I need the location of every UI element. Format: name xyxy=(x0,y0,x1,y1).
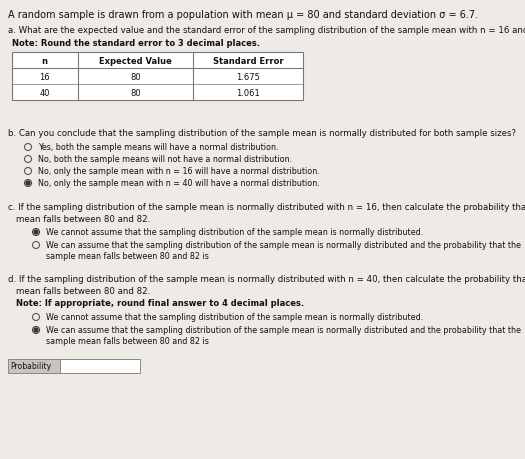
Text: Yes, both the sample means will have a normal distribution.: Yes, both the sample means will have a n… xyxy=(38,143,278,151)
Text: 1.061: 1.061 xyxy=(236,88,260,97)
Text: We cannot assume that the sampling distribution of the sample mean is normally d: We cannot assume that the sampling distr… xyxy=(46,312,423,321)
Text: We can assume that the sampling distribution of the sample mean is normally dist: We can assume that the sampling distribu… xyxy=(46,325,521,334)
Text: 1.675: 1.675 xyxy=(236,73,260,81)
Text: n: n xyxy=(41,56,47,65)
Circle shape xyxy=(26,182,30,185)
Text: We cannot assume that the sampling distribution of the sample mean is normally d: We cannot assume that the sampling distr… xyxy=(46,228,423,236)
Text: sample mean falls between 80 and 82 is: sample mean falls between 80 and 82 is xyxy=(46,252,209,260)
Text: Standard Error: Standard Error xyxy=(213,56,284,65)
Text: a. What are the expected value and the standard error of the sampling distributi: a. What are the expected value and the s… xyxy=(8,26,525,35)
Text: mean falls between 80 and 82.: mean falls between 80 and 82. xyxy=(16,214,150,224)
Text: Note: Round the standard error to 3 decimal places.: Note: Round the standard error to 3 deci… xyxy=(12,39,260,48)
Text: d. If the sampling distribution of the sample mean is normally distributed with : d. If the sampling distribution of the s… xyxy=(8,274,525,283)
Text: No, both the sample means will not have a normal distribution.: No, both the sample means will not have … xyxy=(38,155,292,164)
Text: Probability: Probability xyxy=(10,362,51,371)
Text: We can assume that the sampling distribution of the sample mean is normally dist: We can assume that the sampling distribu… xyxy=(46,241,521,249)
Text: 16: 16 xyxy=(39,73,50,81)
Text: c. If the sampling distribution of the sample mean is normally distributed with : c. If the sampling distribution of the s… xyxy=(8,202,525,212)
Text: Expected Value: Expected Value xyxy=(99,56,172,65)
Bar xyxy=(12,53,303,101)
Text: No, only the sample mean with n = 16 will have a normal distribution.: No, only the sample mean with n = 16 wil… xyxy=(38,167,320,176)
Text: A random sample is drawn from a population with mean μ = 80 and standard deviati: A random sample is drawn from a populati… xyxy=(8,10,478,20)
Circle shape xyxy=(34,230,38,235)
Bar xyxy=(8,359,60,373)
Text: mean falls between 80 and 82.: mean falls between 80 and 82. xyxy=(16,286,150,295)
Text: b. Can you conclude that the sampling distribution of the sample mean is normall: b. Can you conclude that the sampling di… xyxy=(8,129,516,138)
Text: 80: 80 xyxy=(130,88,141,97)
Text: Note: If appropriate, round final answer to 4 decimal places.: Note: If appropriate, round final answer… xyxy=(16,298,304,308)
Text: sample mean falls between 80 and 82 is: sample mean falls between 80 and 82 is xyxy=(46,336,209,345)
Bar xyxy=(60,359,140,373)
Text: 40: 40 xyxy=(39,88,50,97)
Circle shape xyxy=(34,328,38,332)
Text: 80: 80 xyxy=(130,73,141,81)
Text: No, only the sample mean with n = 40 will have a normal distribution.: No, only the sample mean with n = 40 wil… xyxy=(38,179,320,188)
